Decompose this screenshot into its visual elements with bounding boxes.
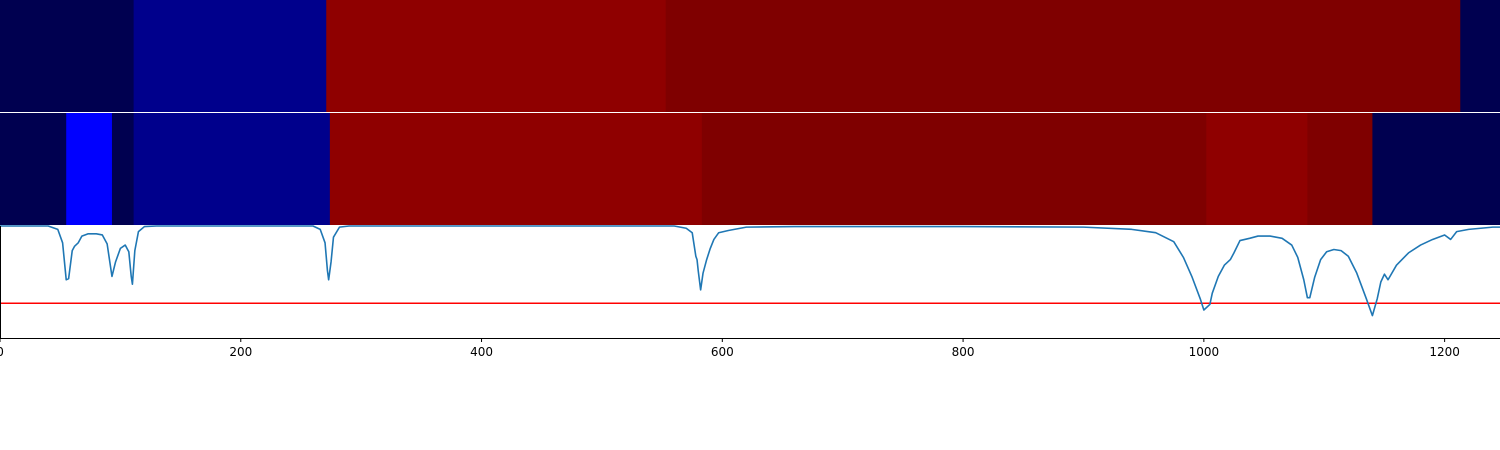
x-tick-label-600: 600 [711, 345, 734, 359]
heatmap-cell-r2-5 [329, 113, 703, 225]
heatmap-cell-r1-3 [326, 0, 667, 112]
line-panel [0, 225, 1500, 317]
axes-frame [0, 226, 1500, 339]
heatmap-cell-r2-3 [111, 113, 135, 225]
heatmap-cell-r2-4 [133, 113, 331, 225]
heatmap-row-1 [0, 0, 1500, 112]
x-tick-label-1200: 1200 [1429, 345, 1460, 359]
heatmap-cell-r2-9 [1372, 113, 1500, 225]
heatmap-row-2 [0, 113, 1500, 225]
heatmap-cell-r2-7 [1206, 113, 1308, 225]
x-tick-label-1000: 1000 [1189, 345, 1220, 359]
heatmap-cell-r1-4 [665, 0, 1461, 112]
heatmap-cell-r2-8 [1307, 113, 1373, 225]
heatmap-cell-r2-6 [701, 113, 1207, 225]
heatmap-cell-r1-2 [133, 0, 327, 112]
x-tick-label-200: 200 [229, 345, 252, 359]
heatmap-cell-r2-1 [0, 113, 67, 225]
x-tick-label-800: 800 [952, 345, 975, 359]
x-tick-label-400: 400 [470, 345, 493, 359]
heatmap-cell-r1-5 [1460, 0, 1500, 112]
x-axis: 0 200 400 600 800 1000 1200 [0, 338, 1460, 359]
heatmap-cell-r1-1 [0, 0, 135, 112]
heatmap-cell-r2-2 [66, 113, 113, 225]
series-line [0, 225, 1500, 317]
x-tick-label-0: 0 [0, 345, 4, 359]
